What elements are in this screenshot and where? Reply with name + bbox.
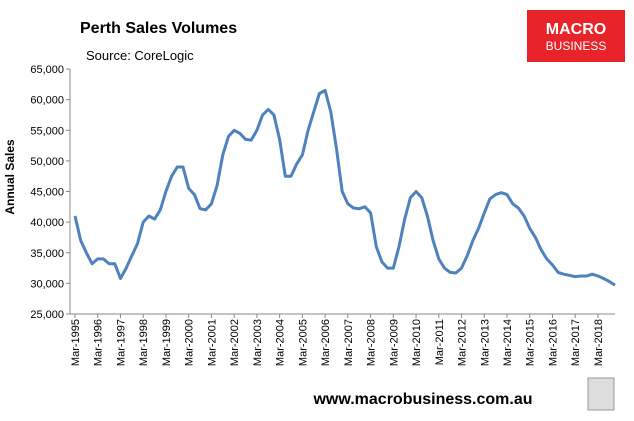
y-tick-label: 45,000	[30, 187, 64, 199]
x-tick-label: Mar-1999	[161, 319, 173, 366]
data-line	[73, 88, 616, 287]
y-tick-label: 55,000	[30, 125, 64, 137]
chart-title: Perth Sales Volumes	[80, 20, 237, 37]
x-tick-label: Mar-2006	[320, 319, 332, 366]
footer-url: www.macrobusiness.com.au	[312, 391, 532, 408]
y-tick-label: 30,000	[30, 278, 64, 290]
y-tick-label: 50,000	[30, 156, 64, 168]
logo-box	[527, 10, 625, 62]
x-tick-label: Mar-1995	[70, 319, 82, 366]
x-tick-label: Mar-2003	[252, 319, 264, 366]
logo-text: BUSINESS	[546, 39, 607, 53]
x-tick-label: Mar-2008	[366, 319, 378, 366]
chart-subtitle: Source: CoreLogic	[86, 48, 194, 63]
x-tick-label: Mar-2001	[206, 319, 218, 366]
logo-text: MACRO	[546, 21, 606, 38]
y-tick-label: 25,000	[30, 309, 64, 321]
y-axis-label: Annual Sales	[3, 139, 17, 215]
x-tick-label: Mar-2018	[593, 319, 605, 366]
x-tick-label: Mar-2004	[275, 319, 287, 366]
x-tick-label: Mar-2016	[547, 319, 559, 366]
x-tick-label: Mar-2010	[411, 319, 423, 366]
y-tick-label: 40,000	[30, 217, 64, 229]
x-tick-label: Mar-2009	[388, 319, 400, 366]
x-tick-label: Mar-1997	[115, 319, 127, 366]
logo-icon	[587, 377, 615, 411]
x-tick-label: Mar-2005	[297, 319, 309, 366]
x-tick-label: Mar-1998	[138, 319, 150, 366]
x-tick-label: Mar-2017	[570, 319, 582, 366]
x-tick-label: Mar-2000	[184, 319, 196, 366]
x-tick-label: Mar-2002	[229, 319, 241, 366]
y-tick-label: 60,000	[30, 95, 64, 107]
x-tick-label: Mar-2014	[502, 319, 514, 366]
y-tick-label: 35,000	[30, 248, 64, 260]
x-tick-label: Mar-2013	[479, 319, 491, 366]
x-tick-label: Mar-2007	[343, 319, 355, 366]
x-tick-label: Mar-1996	[93, 319, 105, 366]
y-tick-label: 65,000	[30, 64, 64, 76]
x-tick-label: Mar-2011	[434, 319, 446, 365]
x-tick-label: Mar-2012	[457, 319, 469, 366]
x-tick-label: Mar-2015	[525, 319, 537, 366]
